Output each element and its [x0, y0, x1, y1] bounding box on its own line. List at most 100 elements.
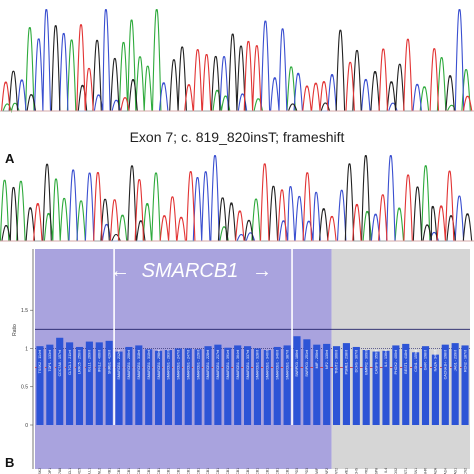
ratio-bar: [36, 346, 44, 425]
ratio-bar: [283, 345, 291, 425]
probe-label: IL4 - 136nt: [384, 350, 388, 367]
probe-label: BEST1 - 418nt: [404, 350, 408, 374]
probe-region-blue: [35, 249, 332, 469]
probe-label: CSN1 - 159nt: [414, 350, 418, 372]
ratio-bar: [184, 348, 192, 425]
probe-id: SMARCB1: [206, 468, 210, 474]
y-tick-label: 0: [25, 423, 28, 429]
ratio-bar: [402, 343, 410, 425]
probe-label: CDC7A8 - 157nt: [58, 350, 62, 376]
y-tick-label: 0.5: [21, 385, 28, 391]
probe-id: MIF: [315, 468, 319, 474]
gene-banner: ← SMARCB1 →: [110, 260, 272, 282]
probe-label: BMPR2 - 309nt: [364, 350, 368, 375]
ratio-bar: [135, 345, 143, 425]
probe-label: TNNT2 - 366nt: [335, 350, 339, 374]
probe-label: CASP8 - 359nt: [374, 350, 378, 374]
probe-id: SMARCB1: [285, 468, 289, 474]
probe-id: SMARCB1: [177, 468, 181, 474]
probe-id: NA2A: [434, 467, 438, 474]
probe-label: TSSK2 - 114nt: [38, 350, 42, 373]
ratio-bar: [56, 337, 64, 425]
chromatogram-bottom: [0, 155, 474, 242]
probe-label: SMARCB1 - 206nt: [127, 350, 131, 380]
probe-label: NF2 - 130nt: [325, 350, 329, 369]
ratio-bar: [75, 346, 84, 425]
y-axis-ticks: 1.5 1 0.5 0: [21, 308, 33, 429]
panel-a-caption: Exon 7; c. 819_820insT; frameshift: [130, 129, 345, 145]
probe-id: TSSK2: [38, 468, 42, 474]
probe-label: PHOX2 - 400nt: [394, 350, 398, 374]
probe-id: SMARCB1: [266, 468, 270, 474]
probe-label: SMARCB1 - 283nt: [167, 350, 171, 380]
probe-label: SMARCB1 - 247nt: [186, 350, 190, 380]
y-tick-label: 1.5: [21, 308, 28, 314]
probe-label: SNRPD3 - 186nt: [295, 350, 299, 377]
chromatogram-top: [0, 9, 474, 114]
ratio-bar: [145, 349, 153, 425]
probe-label: SMARCB1 - 247nt: [177, 350, 181, 380]
probe-id: RCN2: [463, 468, 467, 474]
probe-id: CDC7A8: [58, 468, 62, 474]
probe-id: JAG1: [453, 468, 457, 474]
ratio-bar: [431, 354, 439, 425]
probe-label: IFNL2 - 406nt: [97, 350, 101, 372]
probe-id: SMARCB1: [236, 468, 240, 474]
probe-id: SNRPD3: [295, 468, 299, 474]
probe-id: IFNL2: [97, 468, 101, 474]
ratio-bar: [115, 351, 123, 425]
probe-label: SMARCB1 - 318nt: [137, 350, 141, 380]
right-arrow-icon: →: [252, 260, 272, 282]
probe-label: RCN2 - 187nt: [463, 350, 467, 372]
probe-id: SMARCB1: [226, 468, 230, 474]
probe-label: TOP1 - 133nt: [48, 350, 52, 372]
probe-id: PHOX2: [394, 468, 398, 474]
probe-id: IL4: [384, 468, 388, 473]
probe-region-gray: [331, 249, 470, 469]
probe-id: SMARCB1: [157, 468, 161, 474]
probe-label: NA2A - 346nt: [434, 350, 438, 371]
probe-label: SMARCB1 - 340nt: [266, 350, 270, 380]
probe-id: IGLL1: [88, 468, 92, 474]
ratio-bars: [36, 336, 469, 425]
ratio-bar: [125, 346, 133, 425]
probe-label: GHR - 198nt: [424, 350, 428, 370]
ratio-bar: [244, 346, 252, 425]
probe-id: SMARCB1: [246, 468, 250, 474]
ratio-bar: [352, 346, 360, 425]
probe-id: BEST1: [404, 468, 408, 474]
probe-label: SMARCB1 - 212nt: [117, 350, 121, 380]
probe-id: CLTCL1: [68, 468, 72, 474]
probe-id: LRRC5: [78, 468, 82, 474]
panel-a-letter: A: [5, 151, 15, 166]
probe-id: SMARCB1: [256, 468, 260, 474]
probe-id: GHR: [424, 467, 428, 474]
probe-label: DCHS - 307nt: [355, 350, 359, 372]
probe-label: MIF - 256nt: [315, 350, 319, 368]
ratio-bar: [421, 346, 430, 425]
ratio-bar: [234, 345, 242, 425]
probe-label: SMARCB1 - 298nt: [157, 350, 161, 380]
probe-label: SMARCB1 - 364nt: [236, 350, 240, 380]
mlpa-ratio-chart: Ratio 1.5 1 0.5 0 TSSK2 - 114nt TOP1 - 133nt…: [0, 246, 474, 474]
gene-label: SMARCB1: [142, 260, 239, 282]
probe-label: PSME1 - 238nt: [345, 350, 349, 374]
ratio-bar: [66, 342, 74, 425]
probe-labels: TSSK2 - 114nt TOP1 - 133nt CDC7A8 - 157nt C…: [38, 350, 467, 380]
ratio-bar: [204, 346, 212, 425]
probe-id: PSME1: [345, 468, 349, 474]
probe-id: SMARCB1: [186, 468, 190, 474]
ratio-bar: [194, 349, 202, 425]
probe-label: IGLL1 - 269nt: [88, 350, 92, 372]
ratio-bar: [273, 346, 281, 425]
probe-id: CASP8: [374, 468, 378, 474]
trace-line-black: [0, 25, 474, 112]
probe-label: LRRC5 - 256nt: [78, 350, 82, 374]
y-tick-label: 1: [25, 346, 28, 352]
ratio-bar: [164, 350, 173, 425]
probe-id: SMARCB1: [275, 468, 279, 474]
probe-ids: TSSK2 TOP1 CDC7A8 CLTCL1 LRRC5 IGLL1 IFNL2 SNRB…: [38, 467, 467, 474]
probe-id: SMARCB1: [117, 468, 121, 474]
probe-label: SMARCB1 - 391nt: [226, 350, 230, 380]
probe-id: SNRB1: [107, 468, 111, 474]
